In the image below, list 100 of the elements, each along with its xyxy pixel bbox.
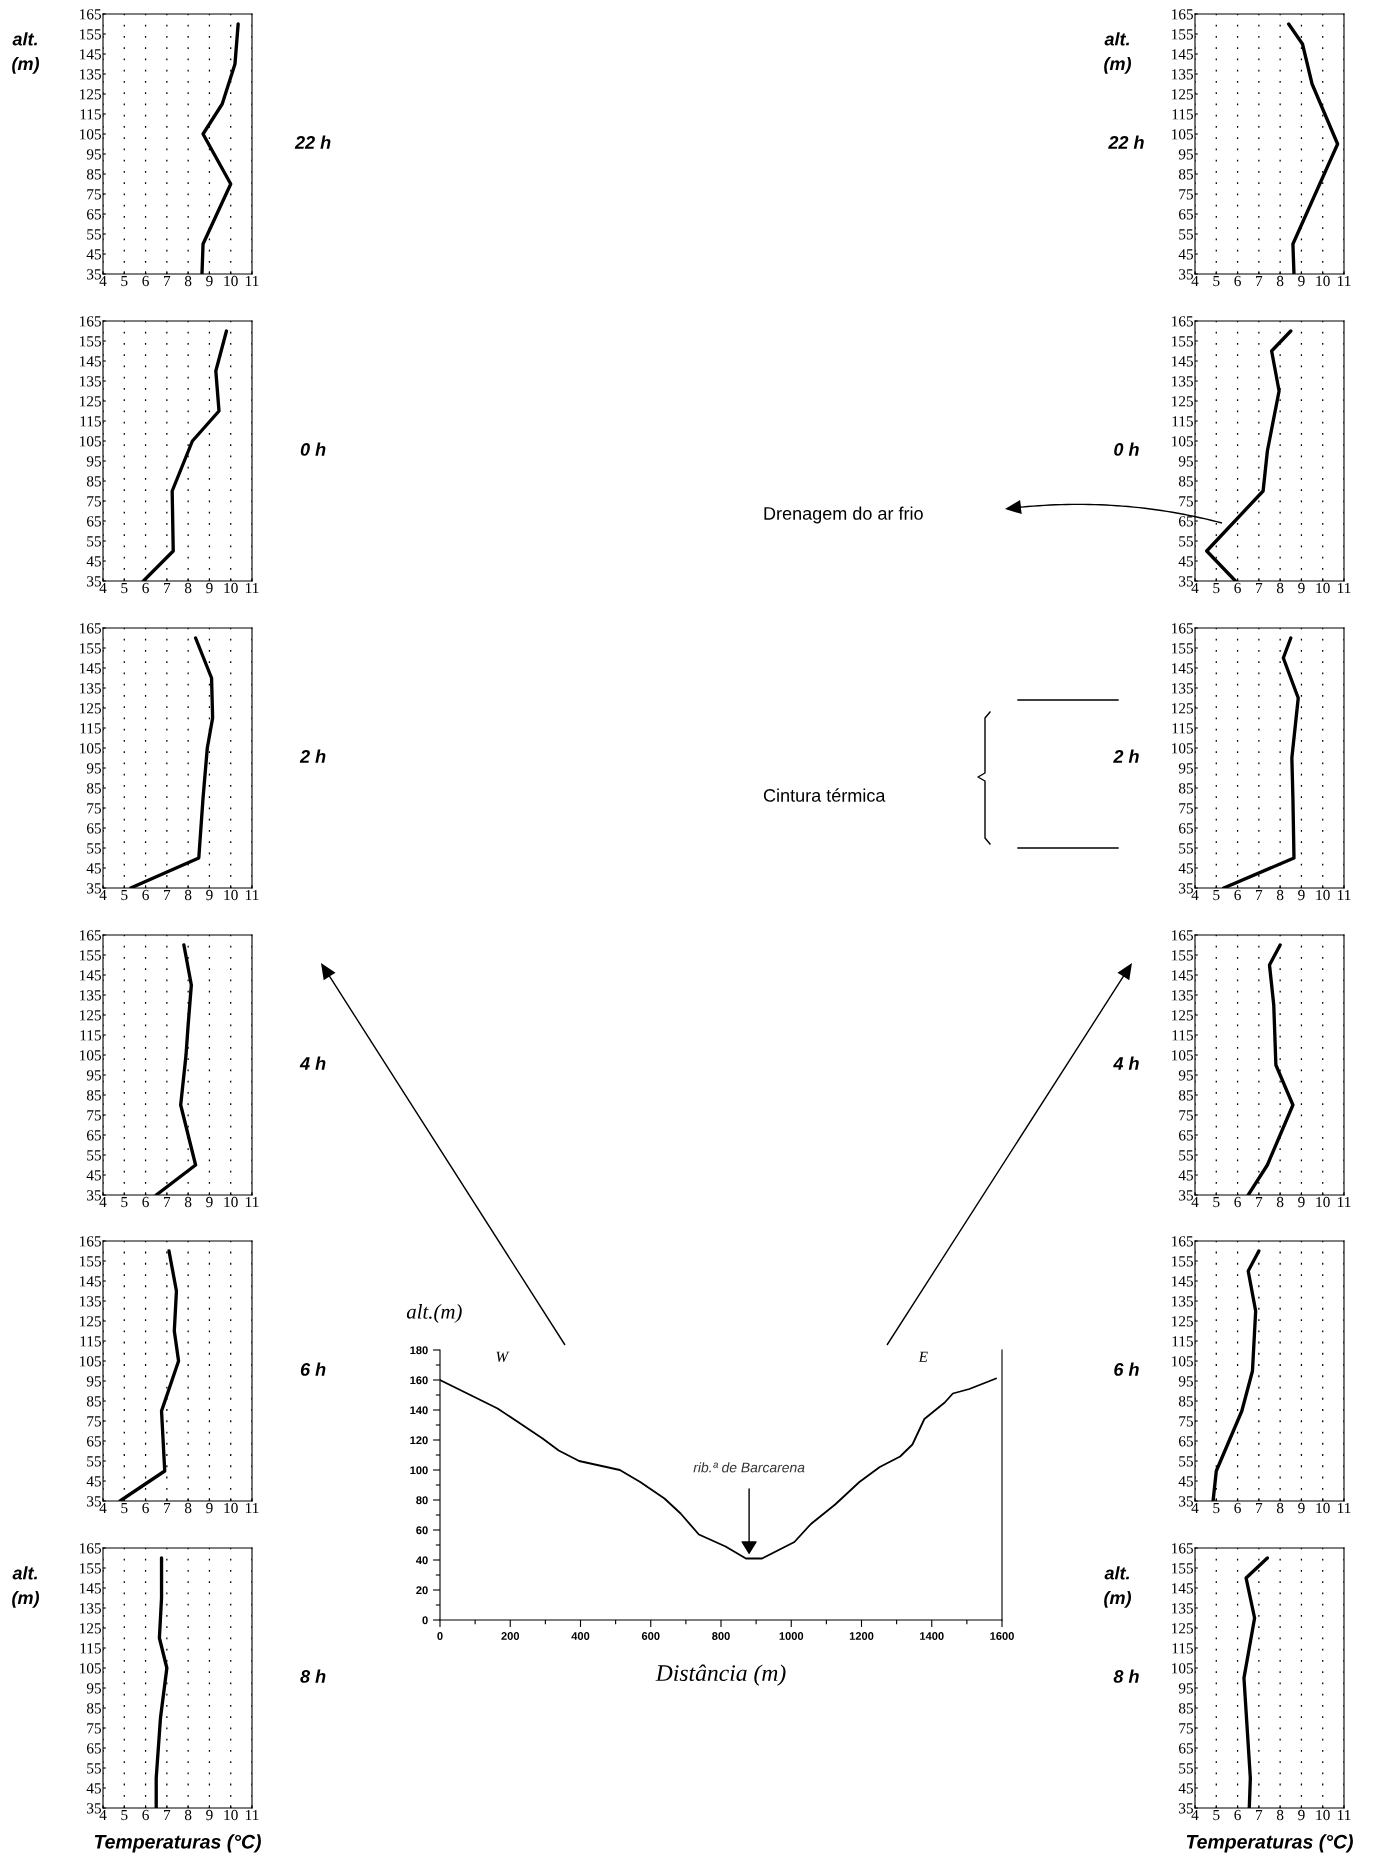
y-tick-label: 105: [80, 1050, 102, 1061]
y-tick-label: 115: [80, 1030, 102, 1041]
y-tick-label: 85: [1178, 1703, 1194, 1714]
x-tick-label: 9: [206, 275, 213, 287]
y-tick-label: 55: [1179, 1763, 1194, 1774]
x-tick-label: 7: [1256, 582, 1263, 593]
y-tick-label: 165: [1172, 316, 1194, 327]
y-tick-label: 35: [87, 269, 102, 280]
y-tick-label: 135: [1172, 683, 1194, 694]
x-tick-label: 6: [142, 1809, 149, 1821]
y-tick-label: 65: [1178, 209, 1194, 220]
x-tick-label: 11: [245, 1809, 259, 1820]
y-tick-label: 105: [80, 436, 102, 447]
x-tick-label: 11: [1337, 889, 1351, 900]
text: 4 h: [299, 1056, 326, 1070]
y-tick-label: 95: [1178, 456, 1194, 467]
y-tick-label: 125: [80, 703, 102, 714]
y-tick-label: 35: [1179, 883, 1194, 894]
y-tick-label: 155: [80, 1563, 102, 1574]
y-tick-label: 85: [86, 1090, 102, 1101]
y-tick-label: 20: [416, 1586, 428, 1595]
x-tick-label: 800: [712, 1632, 730, 1640]
x-tick-label: 10: [1316, 1502, 1330, 1514]
y-tick-label: 95: [1178, 1376, 1194, 1387]
x-tick-label: 6: [1234, 1502, 1241, 1514]
x-tick-label: 8: [184, 889, 192, 901]
y-tick-label: 75: [1179, 189, 1194, 200]
x-tick-label: 7: [1256, 275, 1263, 286]
x-tick-label: 6: [1234, 275, 1241, 287]
y-axis-title: alt. (m): [12, 32, 40, 74]
x-tick-label: 11: [1337, 582, 1351, 593]
x-tick-label: 11: [245, 1502, 259, 1513]
y-axis-title: alt. (m): [1104, 32, 1132, 74]
x-tick-label: 10: [224, 582, 238, 594]
y-tick-label: 135: [1172, 376, 1194, 387]
x-tick-label: 4: [99, 1809, 107, 1820]
y-tick-label: 35: [1179, 576, 1194, 587]
y-tick-label: 45: [1178, 1170, 1194, 1181]
y-tick-label: 80: [416, 1496, 428, 1505]
x-tick-label: 6: [1234, 1809, 1241, 1821]
x-tick-label: 10: [1316, 889, 1330, 901]
text: 22 h: [294, 135, 331, 149]
y-tick-label: 35: [1179, 269, 1194, 280]
x-tick-label: 5: [1213, 889, 1220, 901]
y-tick-label: 85: [1178, 783, 1194, 794]
text: Drenagem do ar frio: [764, 506, 923, 524]
y-tick-label: 75: [1179, 803, 1194, 814]
y-axis-title: alt. (m): [12, 1566, 40, 1608]
x-tick-label: 10: [224, 1502, 238, 1514]
y-tick-label: 95: [86, 763, 102, 774]
y-tick-label: 95: [86, 456, 102, 467]
y-tick-label: 155: [1172, 1256, 1194, 1267]
x-tick-label: 7: [164, 1196, 171, 1207]
text: 0 h: [300, 442, 326, 456]
x-tick-label: 7: [164, 1502, 171, 1513]
y-tick-label: 85: [1178, 169, 1194, 180]
text: 6 h: [1114, 1362, 1139, 1376]
y-tick-label: 140: [410, 1406, 428, 1415]
x-tick-label: 6: [1234, 889, 1241, 901]
x-tick-label: 10: [224, 889, 238, 901]
x-tick-label: 0: [437, 1632, 443, 1640]
y-tick-label: 95: [86, 149, 102, 160]
y-tick-label: 155: [1172, 1563, 1194, 1574]
x-tick-label: 8: [1276, 275, 1284, 287]
y-tick-label: 135: [1172, 990, 1194, 1001]
y-tick-label: 75: [87, 496, 102, 507]
x-tick-label: 4: [1191, 582, 1199, 593]
x-tick-label: 10: [224, 1809, 238, 1821]
y-tick-label: 85: [1178, 1090, 1194, 1101]
y-tick-label: 135: [80, 1296, 102, 1307]
y-tick-label: 115: [1172, 723, 1194, 734]
x-tick-label: 9: [1298, 1502, 1305, 1514]
x-tick-label: 6: [142, 1502, 149, 1514]
y-tick-label: 55: [1179, 1456, 1194, 1467]
y-tick-label: 165: [80, 930, 102, 941]
y-tick-label: 125: [1172, 396, 1194, 407]
y-tick-label: 155: [80, 1256, 102, 1267]
text: 6 h: [300, 1362, 326, 1376]
y-tick-label: 165: [1172, 1236, 1194, 1247]
text: 2 h: [1113, 749, 1139, 763]
y-tick-label: 135: [1172, 1603, 1194, 1614]
y-tick-label: 55: [87, 1150, 102, 1161]
y-tick-label: 55: [1179, 536, 1194, 547]
y-tick-label: 115: [80, 1643, 102, 1654]
y-tick-label: 125: [80, 89, 102, 100]
y-tick-label: 65: [86, 1130, 102, 1141]
annotation: rib.ª de Barcarena: [693, 1462, 805, 1473]
y-tick-label: 35: [1179, 1190, 1194, 1201]
x-tick-label: 6: [142, 275, 149, 287]
y-tick-label: 95: [86, 1376, 102, 1387]
y-tick-label: 125: [80, 396, 102, 407]
y-tick-label: 55: [1179, 843, 1194, 854]
x-tick-label: 1400: [920, 1632, 944, 1640]
x-tick-label: 7: [164, 582, 171, 593]
y-tick-label: 125: [1172, 89, 1194, 100]
x-tick-label: 11: [1337, 1809, 1351, 1820]
y-tick-label: 65: [1178, 1743, 1194, 1754]
y-tick-label: 75: [1179, 496, 1194, 507]
x-tick-label: 1600: [990, 1632, 1014, 1640]
x-tick-label: 9: [1298, 1196, 1305, 1208]
